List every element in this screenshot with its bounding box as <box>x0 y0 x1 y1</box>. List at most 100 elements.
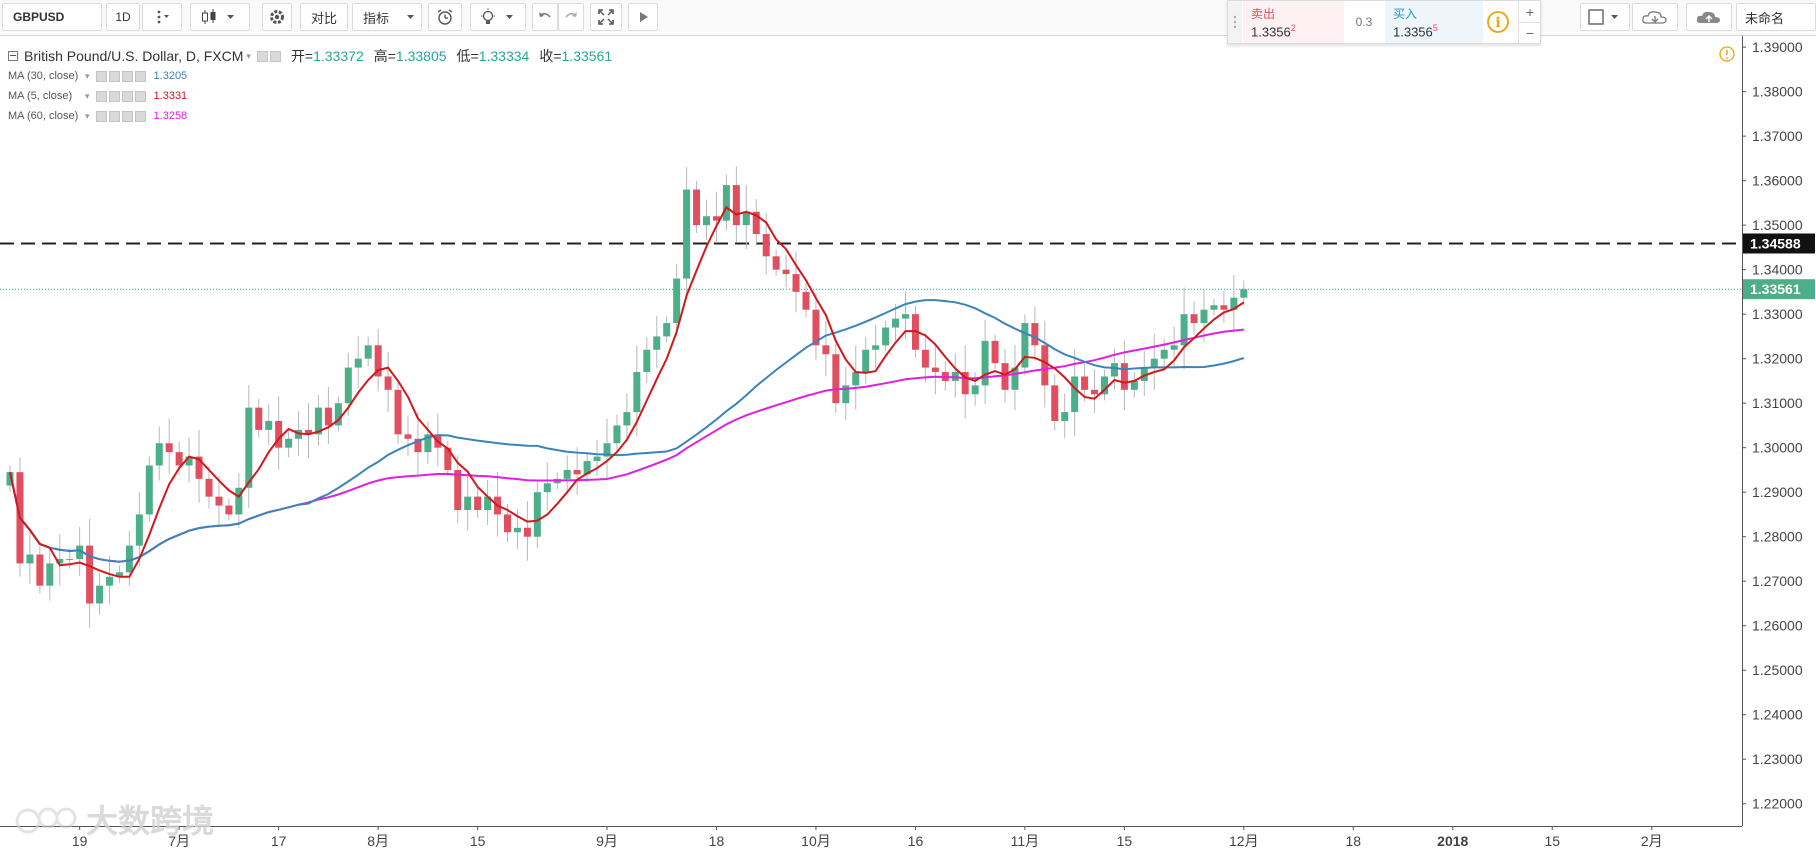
candle-up <box>533 492 541 537</box>
replay-button[interactable] <box>628 3 658 31</box>
alert-marker-icon[interactable] <box>1719 46 1735 62</box>
save-layout-button[interactable] <box>1686 3 1732 31</box>
y-tick-label: 1.22000 <box>1752 796 1803 812</box>
indicator-label[interactable]: MA (5, close) <box>8 90 73 102</box>
eye-icon[interactable] <box>256 50 268 62</box>
candle-up <box>6 472 14 486</box>
chart-style-button[interactable] <box>190 3 250 31</box>
collapse-legend-icon[interactable] <box>8 51 18 61</box>
redo-button[interactable] <box>558 3 584 31</box>
interval-menu-button[interactable] <box>142 3 182 31</box>
settings-icon[interactable] <box>108 70 120 82</box>
square-layout-icon <box>1588 9 1618 25</box>
y-tick-label: 1.37000 <box>1752 128 1803 144</box>
time-axis[interactable]: 19 7月 17 8月 15 9月 18 10月 16 11月 15 12月 18 2018 15 2月 <box>0 826 1742 849</box>
eye-icon[interactable] <box>95 90 107 102</box>
level-price-label: 1.34588 <box>1750 235 1801 251</box>
indicators-button[interactable]: 指标 <box>352 3 422 31</box>
price-chart[interactable]: 1.39000 1.38000 1.37000 1.36000 1.35000 1.340… <box>0 36 1816 854</box>
candle-down <box>165 443 173 453</box>
close-icon[interactable] <box>134 70 146 82</box>
y-tick-label: 1.32000 <box>1752 351 1803 367</box>
open-value: 1.33372 <box>313 48 364 64</box>
candle-up <box>106 576 113 586</box>
candle-down <box>175 452 183 466</box>
ideas-button[interactable] <box>470 3 526 31</box>
y-tick-label: 1.25000 <box>1752 662 1803 678</box>
y-tick-label: 1.31000 <box>1752 395 1803 411</box>
candle-up <box>862 349 870 373</box>
chart-legend: British Pound/U.S. Dollar, D, FXCM ▾ 开= 1… <box>8 46 622 126</box>
eye-icon[interactable] <box>95 110 107 122</box>
compare-button[interactable]: 对比 <box>300 3 348 31</box>
add-icon[interactable] <box>121 90 133 102</box>
candle-up <box>354 358 362 368</box>
high-value: 1.33805 <box>395 48 447 64</box>
panel-expand-button[interactable]: + <box>1518 1 1541 23</box>
candle-down <box>782 269 790 275</box>
price-axis[interactable]: 1.39000 1.38000 1.37000 1.36000 1.35000 1.340… <box>1742 36 1816 854</box>
layout-button[interactable] <box>1580 3 1630 31</box>
candle-down <box>384 376 392 390</box>
low-value: 1.33334 <box>478 48 530 64</box>
fullscreen-button[interactable] <box>590 3 622 31</box>
candle-down <box>802 291 810 310</box>
horizontal-line-layer[interactable] <box>0 242 1742 290</box>
cloud-download-icon <box>1642 11 1667 24</box>
layout-name-button[interactable]: 未命名 <box>1736 3 1816 31</box>
sell-button[interactable]: 卖出 1.33562 <box>1243 1 1344 43</box>
settings-icon[interactable] <box>269 50 281 62</box>
indicator-label[interactable]: MA (60, close) <box>8 110 79 122</box>
indicator-label[interactable]: MA (30, close) <box>8 70 79 82</box>
indicator-menu-icon[interactable]: ▾ <box>85 70 90 81</box>
close-icon[interactable] <box>134 90 146 102</box>
y-tick-label: 1.33000 <box>1752 306 1803 322</box>
interval-button[interactable]: 1D <box>106 3 140 31</box>
candle-up <box>145 465 153 515</box>
candle-up <box>513 527 521 533</box>
close-icon[interactable] <box>134 110 146 122</box>
grip-icon <box>1233 15 1237 29</box>
settings-button[interactable] <box>262 3 292 31</box>
candle-up <box>603 443 611 457</box>
load-layout-button[interactable] <box>1632 3 1678 31</box>
candle-down <box>573 469 581 475</box>
candle-down <box>812 309 820 346</box>
legend-menu-icon[interactable]: ▾ <box>246 50 251 61</box>
candle-down <box>792 274 800 292</box>
x-tick-label: 2018 <box>1437 833 1468 849</box>
drag-handle[interactable] <box>1228 1 1242 43</box>
symbol-search-button[interactable]: GBPUSD <box>2 3 102 31</box>
candle-down <box>762 234 770 257</box>
candle-down <box>752 211 760 235</box>
candle-up <box>683 189 691 279</box>
top-toolbar: GBPUSD 1D 对比 指标 未命名 <box>0 0 1816 36</box>
buy-button[interactable]: 买入 1.33565 <box>1385 1 1483 43</box>
candle-down <box>1041 345 1049 386</box>
candle-down <box>921 349 929 368</box>
x-tick-label: 2月 <box>1641 833 1663 849</box>
info-button[interactable]: i <box>1486 10 1510 34</box>
x-tick-label: 16 <box>908 833 924 849</box>
last-price-label: 1.33561 <box>1750 281 1801 297</box>
candle-up <box>583 461 591 475</box>
candle-down <box>504 514 511 533</box>
alert-button[interactable] <box>428 3 462 31</box>
add-icon[interactable] <box>121 70 133 82</box>
indicator-menu-icon[interactable]: ▾ <box>85 110 90 121</box>
x-tick-label: 18 <box>1345 833 1361 849</box>
eye-icon[interactable] <box>95 70 107 82</box>
panel-collapse-button[interactable]: − <box>1518 22 1541 43</box>
indicator-row-ma5: MA (5, close) ▾ 1.3331 <box>8 86 622 106</box>
candle-up <box>1110 363 1118 377</box>
fullscreen-icon <box>598 9 614 25</box>
indicator-menu-icon[interactable]: ▾ <box>85 90 90 101</box>
settings-icon[interactable] <box>108 90 120 102</box>
add-icon[interactable] <box>121 110 133 122</box>
candle-up <box>245 407 253 488</box>
symbol-description[interactable]: British Pound/U.S. Dollar, D, FXCM <box>24 48 244 64</box>
low-label: 低= <box>456 48 479 64</box>
undo-button[interactable] <box>532 3 558 31</box>
settings-icon[interactable] <box>108 110 120 122</box>
candle-up <box>56 558 64 564</box>
